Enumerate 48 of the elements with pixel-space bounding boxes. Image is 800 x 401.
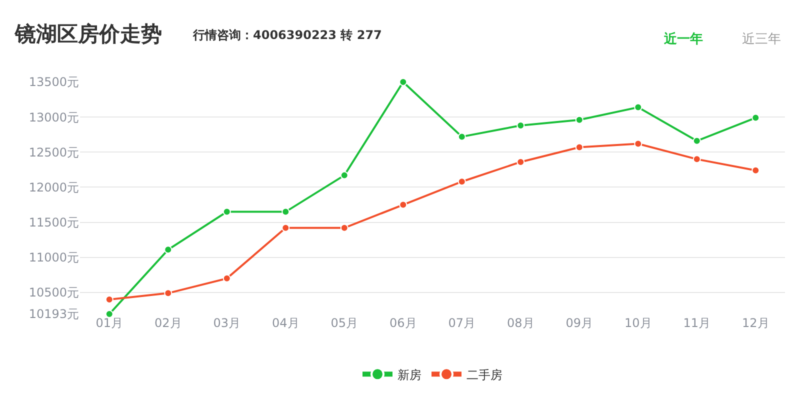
- legend-label: 新房: [398, 368, 422, 382]
- x-tick-label: 05月: [330, 316, 358, 330]
- x-tick-label: 04月: [272, 316, 300, 330]
- x-tick-label: 02月: [154, 316, 182, 330]
- x-tick-label: 12月: [742, 316, 770, 330]
- point: [752, 166, 760, 174]
- y-tick-label: 13500元: [28, 75, 79, 90]
- y-tick-label: 12500元: [28, 145, 79, 160]
- point: [634, 140, 642, 148]
- chart-subtitle: 行情咨询：4006390223 转 277: [192, 28, 382, 42]
- x-tick-label: 11月: [683, 316, 711, 330]
- point: [399, 200, 408, 209]
- x-tick-label: 01月: [96, 316, 124, 330]
- chart-title: 镜湖区房价走势: [14, 22, 162, 46]
- point: [340, 224, 348, 232]
- x-tick-label: 08月: [506, 316, 534, 330]
- point: [164, 246, 172, 254]
- x-tick-label: 10月: [624, 316, 652, 330]
- point: [458, 178, 466, 186]
- point: [752, 114, 760, 122]
- point: [164, 289, 172, 298]
- point: [222, 208, 231, 216]
- point: [282, 224, 290, 232]
- y-tick-label: 11500元: [28, 216, 79, 230]
- text: 近三年: [742, 32, 781, 47]
- point: [399, 78, 408, 86]
- point: [282, 208, 290, 216]
- y-tick-label: 12000元: [28, 180, 79, 194]
- y-tick-label: 10193元: [28, 307, 79, 322]
- x-tick-label: 03月: [213, 316, 241, 330]
- point: [575, 143, 584, 152]
- x-tick-label: 09月: [566, 316, 594, 330]
- point: [634, 103, 642, 112]
- y-tick-label: 10500元: [28, 286, 79, 300]
- point: [692, 136, 701, 145]
- point: [575, 116, 584, 124]
- point: [222, 274, 231, 282]
- point: [105, 310, 114, 318]
- x-tick-label: 06月: [389, 316, 417, 330]
- point: [692, 155, 701, 164]
- legend-label: 二手房: [466, 368, 502, 382]
- point: [340, 171, 348, 180]
- y-tick-label: 11000元: [28, 250, 79, 265]
- point: [458, 132, 466, 141]
- y-tick-label: 13000元: [28, 110, 79, 124]
- text: 近一年: [663, 31, 703, 47]
- x-tick-label: 07月: [448, 316, 476, 330]
- point: [516, 122, 525, 130]
